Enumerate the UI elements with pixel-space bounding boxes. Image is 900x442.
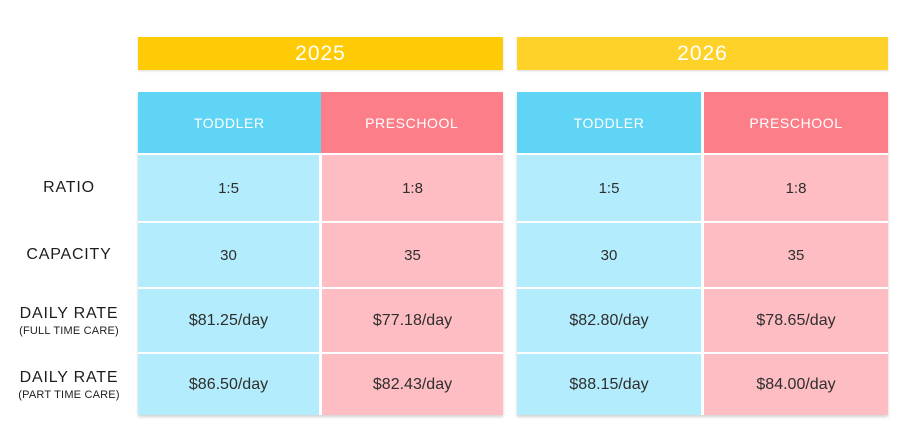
column-header-preschool: PRESCHOOL (320, 92, 503, 153)
table-row-daily-rate-part: $88.15/day $84.00/day (517, 354, 888, 415)
cell-2025-preschool-ratio: 1:8 (322, 155, 503, 221)
row-label-capacity: CAPACITY (0, 223, 138, 287)
column-header-toddler: TODDLER (138, 92, 321, 153)
row-label-title: DAILY RATE (19, 368, 119, 386)
cell-2025-preschool-rate-full: $77.18/day (322, 289, 503, 352)
cell-2026-preschool-ratio: 1:8 (704, 155, 888, 221)
row-label-daily-rate-part: DAILY RATE (PART TIME CARE) (0, 354, 138, 415)
row-label-title: RATIO (43, 179, 95, 196)
table-2025: TODDLER PRESCHOOL 1:5 1:8 30 35 $81.25/d… (138, 92, 503, 415)
column-header-preschool: PRESCHOOL (704, 92, 888, 153)
year-banner-2026: 2026 (517, 37, 888, 70)
cell-2025-toddler-rate-part: $86.50/day (138, 354, 322, 415)
cell-2025-preschool-capacity: 35 (322, 223, 503, 287)
row-labels-column: RATIO CAPACITY DAILY RATE (FULL TIME CAR… (0, 155, 138, 417)
cell-2026-preschool-capacity: 35 (704, 223, 888, 287)
table-2026: TODDLER PRESCHOOL 1:5 1:8 30 35 $82.80/d… (517, 92, 888, 415)
table-row-capacity: 30 35 (517, 223, 888, 287)
table-row-daily-rate-full: $82.80/day $78.65/day (517, 289, 888, 352)
cell-2026-preschool-rate-part: $84.00/day (704, 354, 888, 415)
cell-2026-toddler-ratio: 1:5 (517, 155, 704, 221)
cell-2026-toddler-rate-full: $82.80/day (517, 289, 704, 352)
row-label-title: CAPACITY (26, 246, 112, 263)
column-header-toddler: TODDLER (517, 92, 704, 153)
row-label-daily-rate-full: DAILY RATE (FULL TIME CARE) (0, 289, 138, 352)
row-label-ratio: RATIO (0, 155, 138, 221)
cell-2026-toddler-capacity: 30 (517, 223, 704, 287)
column-header-row: TODDLER PRESCHOOL (517, 92, 888, 153)
year-banner-2025: 2025 (138, 37, 503, 70)
column-header-row: TODDLER PRESCHOOL (138, 92, 503, 153)
table-row-capacity: 30 35 (138, 223, 503, 287)
cell-2026-toddler-rate-part: $88.15/day (517, 354, 704, 415)
cell-2025-toddler-rate-full: $81.25/day (138, 289, 322, 352)
table-row-ratio: 1:5 1:8 (138, 155, 503, 221)
table-row-daily-rate-full: $81.25/day $77.18/day (138, 289, 503, 352)
cell-2026-preschool-rate-full: $78.65/day (704, 289, 888, 352)
row-label-subtitle: (FULL TIME CARE) (19, 324, 119, 337)
cell-2025-toddler-capacity: 30 (138, 223, 322, 287)
year-group-2025: 2025 TODDLER PRESCHOOL 1:5 1:8 30 35 $81… (138, 37, 503, 415)
cell-2025-toddler-ratio: 1:5 (138, 155, 322, 221)
table-row-ratio: 1:5 1:8 (517, 155, 888, 221)
year-group-2026: 2026 TODDLER PRESCHOOL 1:5 1:8 30 35 $82… (517, 37, 888, 415)
row-label-title: DAILY RATE (19, 304, 119, 322)
cell-2025-preschool-rate-part: $82.43/day (322, 354, 503, 415)
row-label-subtitle: (PART TIME CARE) (18, 388, 120, 401)
table-row-daily-rate-part: $86.50/day $82.43/day (138, 354, 503, 415)
